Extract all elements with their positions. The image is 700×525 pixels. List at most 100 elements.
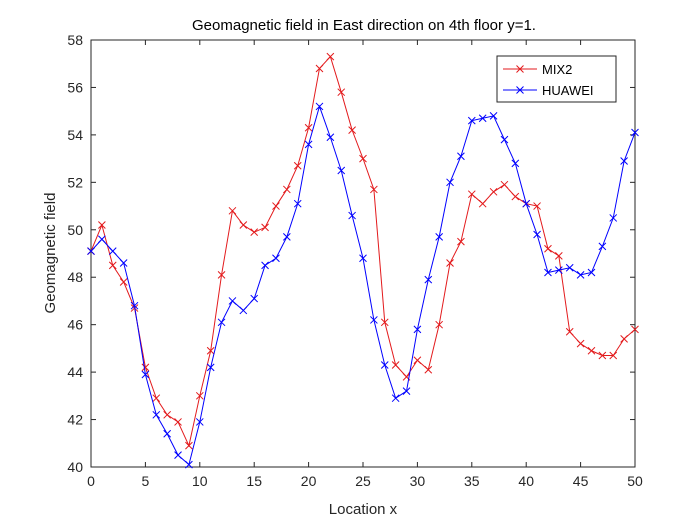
data-point-huawei	[587, 268, 596, 277]
data-point-mix2	[293, 161, 302, 170]
data-point-huawei	[576, 270, 585, 279]
data-point-huawei	[337, 166, 346, 175]
data-point-huawei	[326, 133, 335, 142]
data-point-huawei	[141, 370, 150, 379]
data-point-mix2	[478, 199, 487, 208]
legend-box	[496, 55, 617, 103]
legend-label-mix2: MIX2	[542, 62, 572, 77]
series-mix2	[87, 52, 639, 450]
legend-marker-mix2	[516, 65, 524, 73]
axis-ticks: 0 5 10 15 20 25 30 35 40 45 50 40 42 44 46 48 50 52 54 56 58	[67, 32, 643, 489]
data-point-huawei	[315, 102, 324, 111]
x-tick-label: 45	[573, 473, 589, 489]
data-point-mix2	[587, 346, 596, 355]
data-point-mix2	[326, 52, 335, 61]
data-point-mix2	[457, 237, 465, 246]
legend-entry-huawei: HUAWEI	[503, 83, 594, 98]
data-point-mix2	[250, 228, 259, 237]
data-point-huawei	[217, 318, 226, 327]
data-point-huawei	[348, 211, 356, 220]
data-point-huawei	[130, 301, 139, 310]
data-point-mix2	[337, 88, 346, 97]
data-point-mix2	[435, 320, 444, 329]
data-point-mix2	[554, 252, 563, 260]
x-tick-label: 40	[518, 473, 534, 489]
data-point-huawei	[370, 316, 378, 324]
chart-title: Geomagnetic field in East direction on 4…	[192, 17, 536, 34]
data-point-huawei	[391, 394, 400, 403]
data-point-huawei	[304, 140, 313, 149]
data-point-mix2	[370, 185, 378, 194]
data-point-huawei	[500, 135, 509, 144]
data-point-mix2	[304, 123, 313, 132]
y-tick-label: 56	[67, 79, 83, 95]
x-tick-label: 30	[410, 473, 426, 489]
data-point-mix2	[598, 351, 607, 360]
data-point-mix2	[391, 361, 400, 369]
data-point-huawei	[293, 199, 302, 208]
data-point-mix2	[533, 202, 541, 210]
data-point-huawei	[598, 242, 607, 251]
data-point-mix2	[467, 190, 476, 199]
y-tick-label: 50	[67, 222, 83, 238]
y-tick-label: 46	[67, 317, 83, 333]
data-point-mix2	[217, 270, 226, 279]
data-point-huawei	[631, 128, 639, 137]
data-point-mix2	[315, 64, 324, 73]
data-point-huawei	[413, 325, 422, 334]
data-point-mix2	[98, 221, 106, 229]
data-point-huawei	[511, 159, 520, 168]
data-point-huawei	[272, 254, 280, 263]
data-point-huawei	[359, 254, 367, 263]
data-point-huawei	[185, 460, 193, 469]
x-tick-label: 50	[627, 473, 643, 489]
series-huawei	[87, 102, 639, 469]
data-point-mix2	[511, 192, 520, 201]
y-tick-label: 44	[67, 364, 83, 380]
data-point-huawei	[402, 387, 411, 395]
x-tick-label: 15	[246, 473, 262, 489]
data-point-huawei	[467, 116, 476, 125]
data-point-huawei	[380, 361, 389, 369]
data-point-mix2	[348, 126, 356, 134]
data-point-huawei	[195, 418, 204, 426]
data-point-mix2	[380, 318, 389, 327]
data-point-mix2	[119, 278, 128, 286]
x-tick-label: 10	[192, 473, 208, 489]
data-point-huawei	[478, 114, 487, 123]
x-tick-label: 35	[464, 473, 480, 489]
data-point-huawei	[446, 178, 454, 187]
data-point-huawei	[152, 410, 161, 419]
data-point-mix2	[609, 351, 618, 360]
y-tick-label: 40	[67, 459, 83, 475]
series-layer	[87, 52, 639, 469]
data-point-mix2	[500, 180, 509, 189]
x-axis-label: Location x	[329, 501, 398, 518]
y-tick-label: 54	[67, 127, 83, 143]
data-point-mix2	[152, 394, 161, 403]
data-point-mix2	[544, 244, 552, 253]
data-point-mix2	[413, 356, 422, 365]
data-point-huawei	[108, 247, 117, 255]
data-point-huawei	[457, 152, 465, 161]
data-point-huawei	[554, 266, 563, 274]
data-point-huawei	[565, 263, 574, 272]
data-point-mix2	[489, 187, 498, 196]
data-point-huawei	[239, 306, 248, 315]
data-point-huawei	[424, 275, 433, 284]
x-tick-label: 20	[301, 473, 317, 489]
data-point-huawei	[609, 214, 618, 222]
y-tick-label: 42	[67, 412, 83, 428]
data-point-huawei	[98, 235, 106, 244]
data-point-mix2	[141, 363, 150, 372]
data-point-mix2	[228, 206, 237, 215]
data-point-huawei	[620, 157, 628, 165]
data-point-mix2	[206, 346, 215, 355]
data-point-huawei	[250, 294, 259, 303]
data-point-mix2	[424, 365, 433, 374]
legend-label-huawei: HUAWEI	[542, 83, 594, 98]
data-point-huawei	[119, 259, 128, 267]
x-tick-label: 25	[355, 473, 371, 489]
data-point-mix2	[239, 221, 248, 229]
